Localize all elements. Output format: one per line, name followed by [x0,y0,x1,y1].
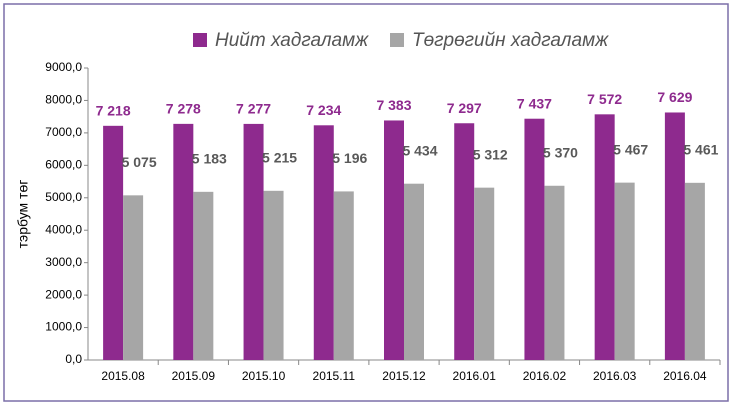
value-label: 7 572 [587,91,622,107]
value-label: 5 370 [543,144,578,160]
value-label: 7 437 [517,95,552,111]
x-tick-label: 2015.12 [382,369,426,383]
value-label: 5 215 [262,150,297,166]
bar [243,123,264,360]
bar [313,125,334,360]
x-tick-label: 2015.08 [101,369,145,383]
bar [103,125,124,360]
y-tick-label: 1000,0 [45,320,82,334]
bar [664,112,685,361]
x-tick-label: 2016.03 [593,369,637,383]
x-tick-label: 2015.11 [313,369,356,383]
value-label: 5 434 [402,142,437,158]
bar [524,118,545,360]
legend-swatch [193,33,207,47]
bar [263,190,284,360]
bar [594,114,615,361]
x-tick-label: 2016.04 [663,369,707,383]
legend-swatch [390,33,404,47]
value-label: 7 629 [657,89,692,105]
value-label: 7 234 [306,102,341,118]
bar [684,182,705,360]
bar [193,191,214,360]
value-label: 5 196 [332,150,367,166]
x-tick-label: 2016.02 [523,369,567,383]
y-tick-label: 8000,0 [45,93,82,107]
value-label: 7 277 [236,101,271,117]
value-label: 5 312 [473,146,508,162]
value-label: 7 297 [447,100,482,116]
bar [333,191,354,360]
y-tick-label: 7000,0 [45,125,82,139]
value-label: 5 467 [613,141,648,157]
y-tick-label: 3000,0 [45,255,82,269]
bar [454,123,475,360]
x-tick-label: 2015.10 [242,369,286,383]
x-tick-label: 2016.01 [453,369,497,383]
value-label: 5 183 [192,151,227,167]
legend-label: Төгрөгийн хадгаламж [412,30,609,51]
value-label: 5 075 [122,154,157,170]
value-label: 5 461 [683,142,718,158]
bar [614,182,635,360]
value-label: 7 218 [96,103,131,119]
bar [544,185,565,360]
bar [384,120,404,360]
bar [474,187,495,360]
y-tick-label: 9000,0 [45,60,82,74]
bar [404,183,424,360]
y-tick-label: 5000,0 [45,190,82,204]
y-axis-label: тэрбум төг [15,180,31,249]
x-tick-label: 2015.09 [172,369,216,383]
legend-label: Нийт хадгаламж [215,30,369,51]
y-tick-label: 0,0 [65,352,82,366]
y-tick-label: 2000,0 [45,287,82,301]
y-tick-label: 6000,0 [45,158,82,172]
y-tick-label: 4000,0 [45,222,82,236]
bar [173,123,194,361]
value-label: 7 278 [166,101,201,117]
bar [123,195,144,360]
value-label: 7 383 [376,97,411,113]
